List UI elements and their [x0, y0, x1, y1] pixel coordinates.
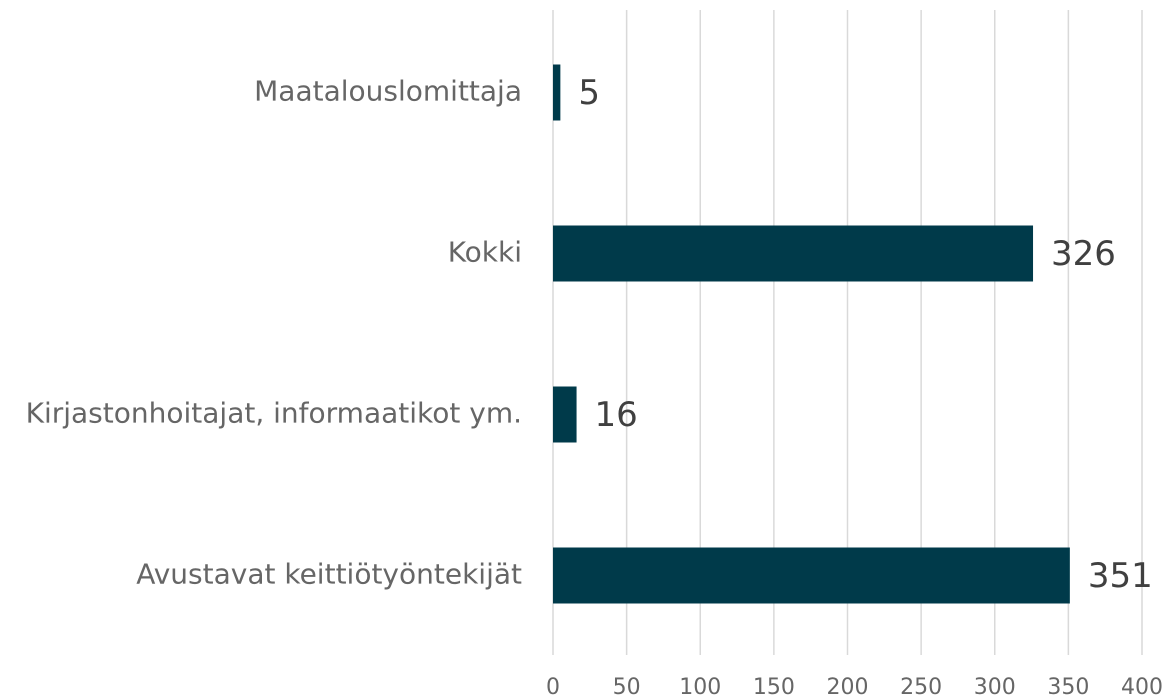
- y-tick-label: Kirjastonhoitajat, informaatikot ym.: [26, 397, 522, 430]
- x-tick-label: 50: [613, 675, 641, 695]
- x-tick-label: 350: [1047, 675, 1089, 695]
- x-tick-label: 100: [679, 675, 721, 695]
- y-tick-label: Maatalouslomittaja: [254, 75, 522, 108]
- x-tick-label: 200: [827, 675, 869, 695]
- bar: [553, 547, 1070, 604]
- data-label: 5: [578, 73, 600, 113]
- x-tick-label: 0: [546, 675, 560, 695]
- bar: [553, 225, 1034, 282]
- x-tick-label: 250: [900, 675, 942, 695]
- bar: [553, 386, 577, 443]
- x-tick-label: 400: [1121, 675, 1163, 695]
- y-tick-label: Kokki: [448, 236, 522, 269]
- data-label: 351: [1088, 556, 1153, 596]
- y-tick-label: Avustavat keittiötyöntekijät: [136, 558, 522, 591]
- data-label: 326: [1051, 234, 1116, 274]
- data-label: 16: [595, 395, 638, 435]
- bar: [553, 64, 561, 121]
- x-tick-label: 150: [753, 675, 795, 695]
- x-tick-label: 300: [974, 675, 1016, 695]
